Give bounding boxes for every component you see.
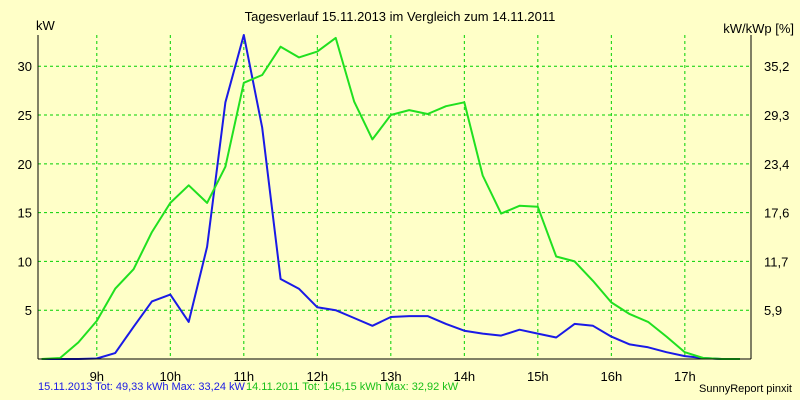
x-tick-label: 17h: [674, 369, 696, 384]
x-tick-label: 16h: [600, 369, 622, 384]
y-tick-label: 20: [18, 157, 32, 172]
legend-series-2013: 15.11.2013 Tot: 49,33 kWh Max: 33,24 kW: [38, 381, 245, 393]
y-tick-label: 5: [25, 303, 32, 318]
series-line-15.11.2013: [41, 34, 740, 360]
y2-tick-label: 35,2: [764, 59, 789, 74]
chart-title: Tagesverlauf 15.11.2013 im Vergleich zum…: [244, 9, 556, 24]
legend-series-2011: 14.11.2011 Tot: 145,15 kWh Max: 32,92 kW: [246, 381, 459, 393]
x-tick-label: 9h: [90, 369, 104, 384]
series-line-14.11.2011: [41, 36, 740, 360]
x-tick-label: 14h: [453, 369, 475, 384]
y2-tick-label: 11,7: [764, 254, 788, 269]
y-tick-label: 15: [18, 206, 32, 221]
x-tick-label: 13h: [380, 369, 402, 384]
y-axis-unit-right: kW/kWp [%]: [723, 21, 794, 36]
plot-area: [38, 35, 751, 359]
y-tick-label: 10: [18, 254, 32, 269]
y2-tick-label: 23,4: [764, 157, 789, 172]
tick-labels: 9h 10h 11h 12h 13h 14h 15h 16h 17h 5 5,9 10 11,7 15 17…: [18, 59, 790, 384]
y-axis-unit-left: kW: [36, 18, 55, 33]
y2-tick-label: 17,6: [764, 206, 789, 221]
y-tick-label: 25: [18, 108, 32, 123]
x-tick-label: 12h: [306, 369, 328, 384]
brand-label: SunnyReport pinxit: [699, 383, 792, 395]
series-layer: [41, 34, 740, 360]
y-tick-label: 30: [18, 59, 32, 74]
axes: [37, 35, 752, 360]
y2-tick-label: 5,9: [764, 303, 782, 318]
x-tick-label: 10h: [159, 369, 181, 384]
grid: [38, 35, 751, 359]
x-tick-label: 11h: [233, 369, 254, 384]
x-tick-label: 15h: [527, 369, 549, 384]
y2-tick-label: 29,3: [764, 108, 789, 123]
